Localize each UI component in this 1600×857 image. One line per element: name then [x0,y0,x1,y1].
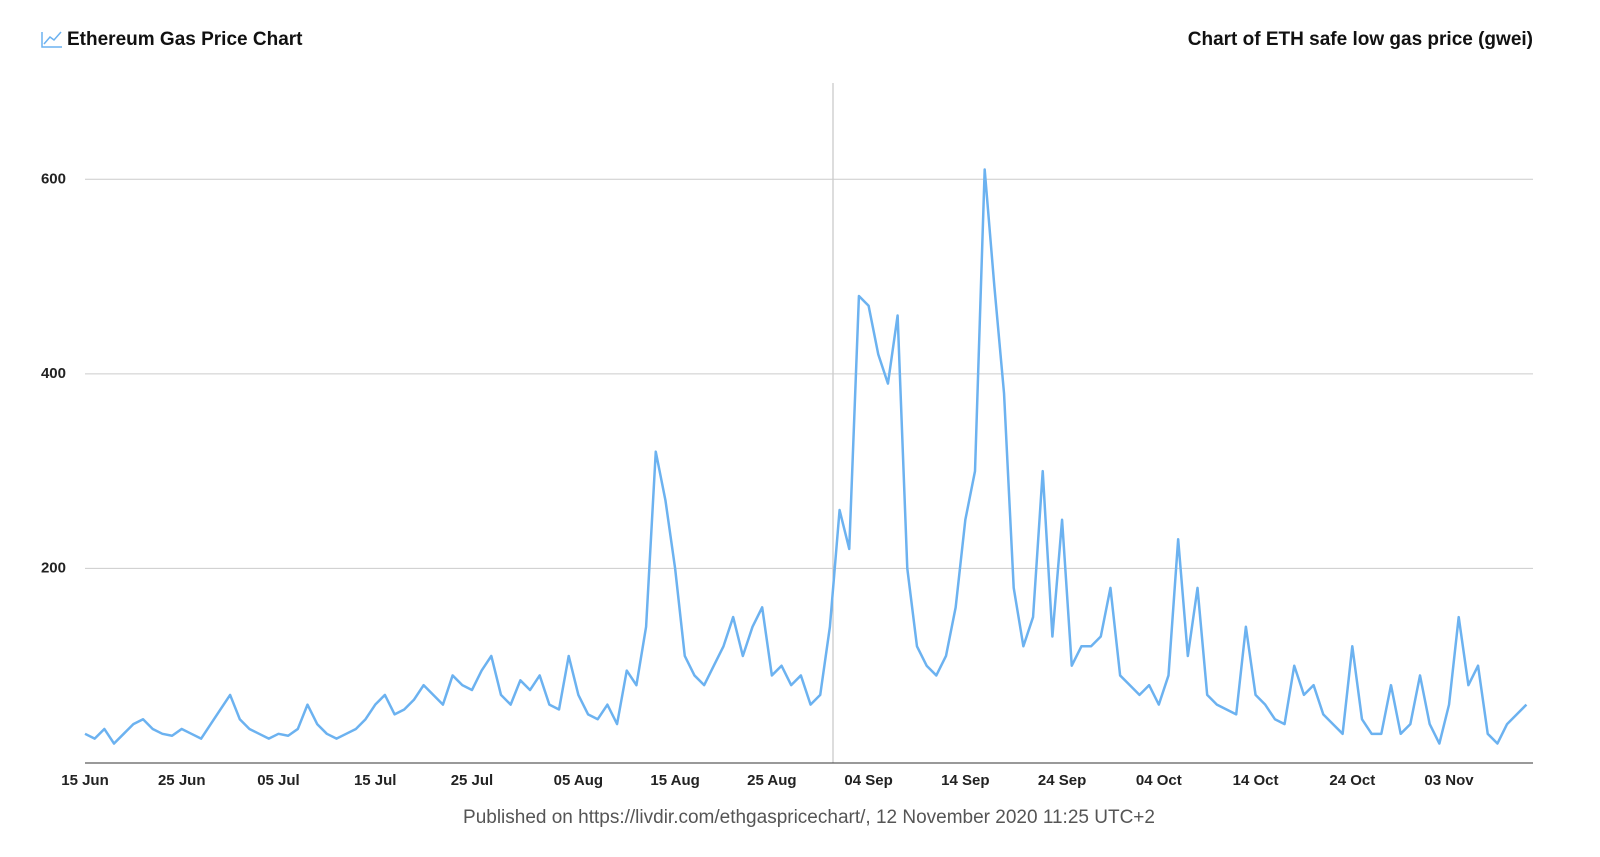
data-line [84,168,1528,745]
y-tick-label: 600 [41,170,66,187]
y-tick-label: 200 [41,559,66,576]
footer: Published on https://livdir.com/ethgaspr… [463,807,1155,828]
x-tick-label: 04 Sep [844,772,892,789]
x-tick-label: 04 Oct [1136,772,1182,789]
x-tick-label: 15 Jul [354,772,397,789]
x-tick-label: 05 Jul [257,772,300,789]
x-tick-label: 14 Oct [1233,772,1279,789]
x-tick-label: 25 Jun [158,772,206,789]
chart-subtitle: Chart of ETH safe low gas price (gwei) [1188,29,1533,50]
chart-title: Ethereum Gas Price Chart [67,29,303,50]
x-tick-label: 25 Aug [747,772,796,789]
title-icon [41,31,62,48]
x-tick-label: 24 Sep [1038,772,1086,789]
x-tick-label: 25 Jul [451,772,494,789]
x-tick-label: 24 Oct [1329,772,1375,789]
x-tick-label: 15 Jun [61,772,109,789]
x-tick-label: 15 Aug [650,772,699,789]
x-tick-label: 03 Nov [1424,772,1474,789]
x-tick-label: 14 Sep [941,772,989,789]
x-tick-label: 05 Aug [554,772,603,789]
y-tick-label: 400 [41,365,66,382]
